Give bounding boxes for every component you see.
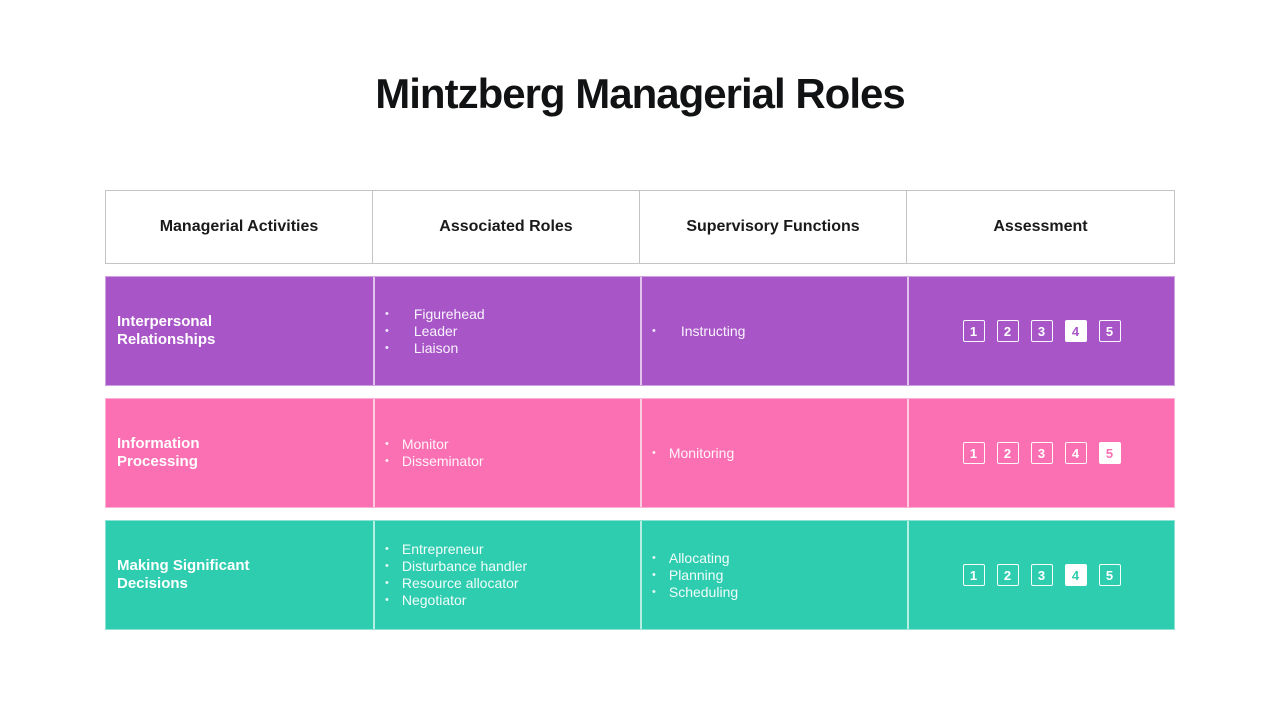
assessment-box-1[interactable]: 1 bbox=[962, 320, 985, 342]
roles-cell: EntrepreneurDisturbance handlerResource … bbox=[373, 521, 640, 629]
function-item: Monitoring bbox=[652, 445, 734, 462]
function-item: Instructing bbox=[652, 323, 746, 340]
functions-cell: Instructing bbox=[640, 277, 907, 385]
assessment-box-3[interactable]: 3 bbox=[1030, 564, 1053, 586]
header-cell-supervisory-functions: Supervisory Functions bbox=[640, 191, 907, 263]
functions-list: AllocatingPlanningScheduling bbox=[642, 550, 738, 601]
roles-cell: MonitorDisseminator bbox=[373, 399, 640, 507]
role-item: Liaison bbox=[385, 340, 485, 357]
activity-label: Information Processing bbox=[117, 435, 200, 470]
roles-list: EntrepreneurDisturbance handlerResource … bbox=[375, 541, 527, 609]
activity-cell: Making Significant Decisions bbox=[106, 521, 373, 629]
role-item: Leader bbox=[385, 323, 485, 340]
function-item: Scheduling bbox=[652, 584, 738, 601]
activity-cell: Interpersonal Relationships bbox=[106, 277, 373, 385]
functions-list: Instructing bbox=[642, 323, 746, 340]
assessment-box-5[interactable]: 5 bbox=[1098, 320, 1121, 342]
assessment-box-3[interactable]: 3 bbox=[1030, 442, 1053, 464]
header-cell-assessment: Assessment bbox=[993, 218, 1088, 235]
table-row-making-significant-decisions: Making Significant Decisions Entrepreneu… bbox=[105, 520, 1175, 630]
assessment-box-2[interactable]: 2 bbox=[996, 564, 1019, 586]
assessment-box-5[interactable]: 5 bbox=[1098, 564, 1121, 586]
activity-cell: Information Processing bbox=[106, 399, 373, 507]
header-cell-managerial-activities: Managerial Activities bbox=[106, 191, 373, 263]
role-item: Resource allocator bbox=[385, 575, 527, 592]
table-header: Managerial Activities Associated Roles S… bbox=[105, 190, 1175, 264]
roles-cell: FigureheadLeaderLiaison bbox=[373, 277, 640, 385]
assessment-box-1[interactable]: 1 bbox=[962, 564, 985, 586]
role-item: Monitor bbox=[385, 436, 484, 453]
assessment-box-2[interactable]: 2 bbox=[996, 320, 1019, 342]
roles-table: Managerial Activities Associated Roles S… bbox=[105, 190, 1175, 630]
table-row-information-processing: Information Processing MonitorDisseminat… bbox=[105, 398, 1175, 508]
assessment-box-3[interactable]: 3 bbox=[1030, 320, 1053, 342]
page-title: Mintzberg Managerial Roles bbox=[375, 70, 905, 117]
activity-label: Interpersonal Relationships bbox=[117, 313, 216, 348]
assessment-box-4-selected[interactable]: 4 bbox=[1064, 320, 1087, 342]
role-item: Entrepreneur bbox=[385, 541, 527, 558]
role-item: Disseminator bbox=[385, 453, 484, 470]
function-item: Allocating bbox=[652, 550, 738, 567]
assessment-box-2[interactable]: 2 bbox=[996, 442, 1019, 464]
header-cell-associated-roles: Associated Roles bbox=[373, 191, 640, 263]
assessment-box-1[interactable]: 1 bbox=[962, 442, 985, 464]
assessment-box-4[interactable]: 4 bbox=[1064, 442, 1087, 464]
functions-cell: Monitoring bbox=[640, 399, 907, 507]
role-item: Figurehead bbox=[385, 306, 485, 323]
assessment-box-4-selected[interactable]: 4 bbox=[1064, 564, 1087, 586]
function-item: Planning bbox=[652, 567, 738, 584]
role-item: Negotiator bbox=[385, 592, 527, 609]
activity-label: Making Significant Decisions bbox=[117, 557, 250, 592]
roles-list: MonitorDisseminator bbox=[375, 436, 484, 470]
functions-list: Monitoring bbox=[642, 445, 734, 462]
functions-cell: AllocatingPlanningScheduling bbox=[640, 521, 907, 629]
assessment-box-5-selected[interactable]: 5 bbox=[1098, 442, 1121, 464]
roles-list: FigureheadLeaderLiaison bbox=[375, 306, 485, 357]
table-row-interpersonal-relationships: Interpersonal Relationships FigureheadLe… bbox=[105, 276, 1175, 386]
role-item: Disturbance handler bbox=[385, 558, 527, 575]
